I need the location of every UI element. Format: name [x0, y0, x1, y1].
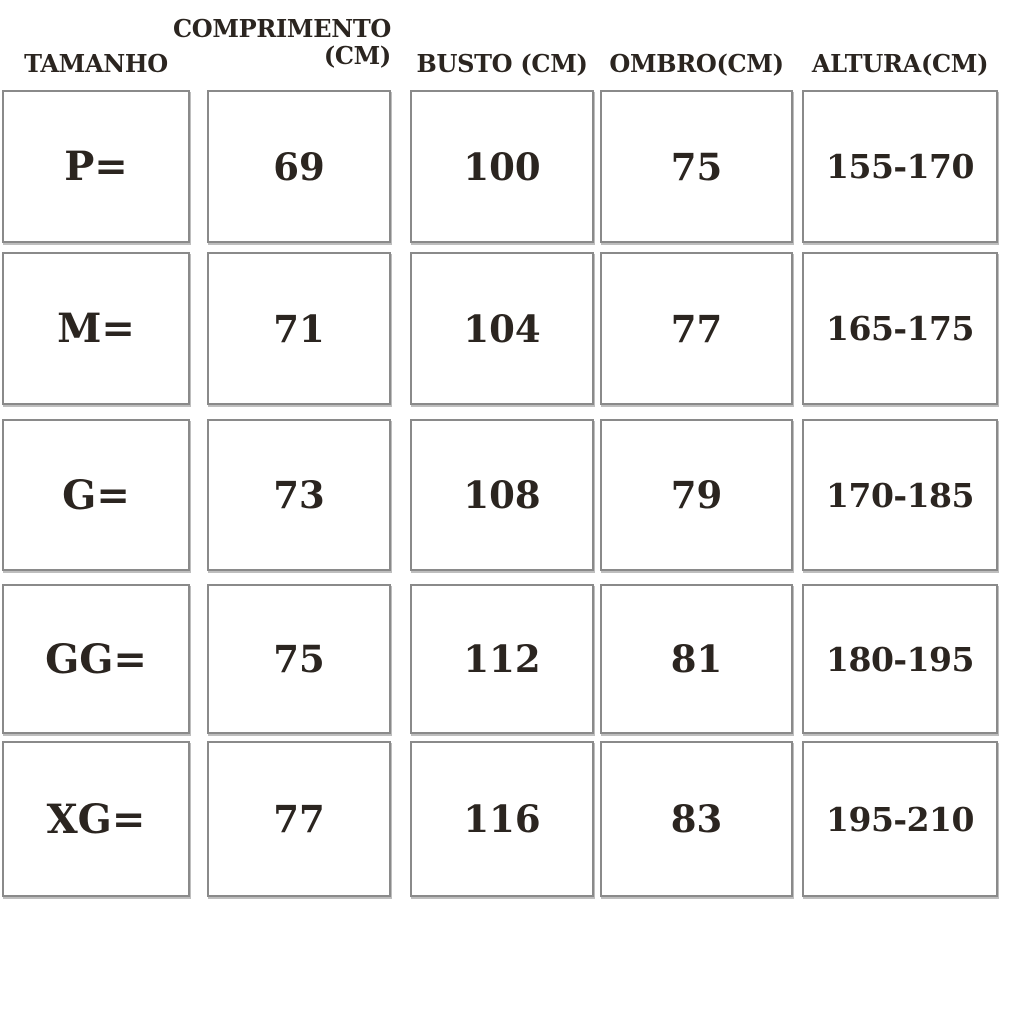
cell-comprimento-xg: 77	[207, 741, 391, 897]
column-header-altura: ALTURA(CM)	[811, 49, 989, 78]
cell-altura-p: 155-170	[802, 90, 998, 243]
cell-ombro-p: 75	[600, 90, 793, 243]
column-header-busto: BUSTO (CM)	[416, 49, 588, 78]
cell-comprimento-g: 73	[207, 419, 391, 571]
cell-altura-m: 165-175	[802, 252, 998, 405]
cell-ombro-g: 79	[600, 419, 793, 571]
cell-comprimento-gg: 75	[207, 584, 391, 734]
column-header-ombro: OMBRO(CM)	[609, 49, 784, 78]
cell-busto-gg: 112	[410, 584, 594, 734]
cell-tamanho-xg: XG=	[2, 741, 190, 897]
column-header-comprimento-line1: COMPRIMENTO	[172, 13, 391, 43]
column-header-comprimento: COMPRIMENTO (CM)	[173, 0, 391, 90]
cell-comprimento-p: 69	[207, 90, 391, 243]
cell-altura-g: 170-185	[802, 419, 998, 571]
cell-ombro-m: 77	[600, 252, 793, 405]
cell-ombro-gg: 81	[600, 584, 793, 734]
cell-busto-m: 104	[410, 252, 594, 405]
size-chart-grid: TAMANHO COMPRIMENTO (CM) BUSTO (CM) OMBR…	[2, 0, 998, 897]
cell-busto-xg: 116	[410, 741, 594, 897]
cell-ombro-xg: 83	[600, 741, 793, 897]
cell-comprimento-m: 71	[207, 252, 391, 405]
cell-tamanho-m: M=	[2, 252, 190, 405]
cell-busto-g: 108	[410, 419, 594, 571]
cell-busto-p: 100	[410, 90, 594, 243]
column-header-comprimento-line2: (CM)	[323, 40, 391, 70]
cell-tamanho-p: P=	[2, 90, 190, 243]
cell-altura-xg: 195-210	[802, 741, 998, 897]
cell-tamanho-g: G=	[2, 419, 190, 571]
cell-tamanho-gg: GG=	[2, 584, 190, 734]
cell-altura-gg: 180-195	[802, 584, 998, 734]
column-header-tamanho: TAMANHO	[24, 49, 168, 78]
